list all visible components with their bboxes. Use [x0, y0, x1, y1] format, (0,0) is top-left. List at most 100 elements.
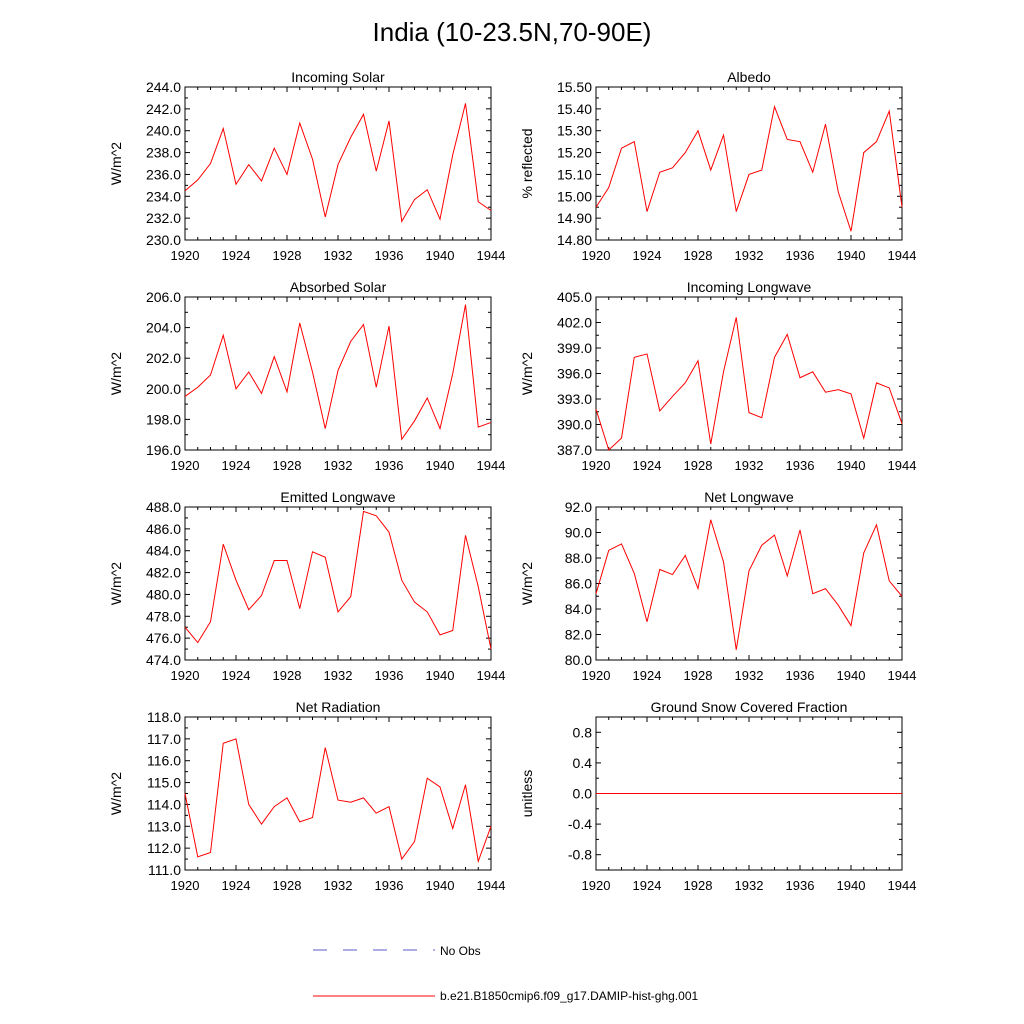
y-tick-label: 112.0 — [147, 840, 181, 856]
plot-frame-net-longwave — [595, 506, 903, 661]
x-tick-label: 1928 — [273, 248, 302, 263]
panel-ground-snow-covered-fraction: Ground Snow Covered Fraction unitless 1920… — [519, 699, 916, 893]
x-tick-label: 1944 — [888, 668, 917, 683]
y-axis-label-net-radiation: W/m^2 — [108, 772, 124, 815]
x-tick-label: 1936 — [375, 248, 404, 263]
figure-title: India (10-23.5N,70-90E) — [373, 17, 652, 47]
y-tick-label: 113.0 — [147, 818, 181, 834]
x-tick-label: 1928 — [684, 668, 713, 683]
panel-title-emitted-longwave: Emitted Longwave — [280, 489, 395, 505]
plot-frame-albedo — [595, 86, 903, 241]
y-tick-label: 111.0 — [148, 862, 181, 878]
y-tick-label: 474.0 — [146, 652, 181, 668]
panel-title-albedo: Albedo — [727, 69, 771, 85]
y-tick-label: 14.80 — [557, 232, 592, 248]
y-tick-label: 236.0 — [146, 166, 181, 182]
series-line-albedo — [595, 104, 903, 232]
y-tick-label: 117.0 — [147, 731, 181, 747]
x-tick-label: 1928 — [684, 458, 713, 473]
y-axis-label-emitted-longwave: W/m^2 — [108, 562, 124, 605]
x-tick-label: 1944 — [477, 248, 506, 263]
x-tick-label: 1928 — [273, 878, 302, 893]
x-tick-label: 1932 — [324, 878, 353, 893]
y-tick-label: 15.40 — [557, 101, 592, 117]
x-tick-label: 1940 — [837, 458, 866, 473]
x-tick-label: 1920 — [171, 878, 200, 893]
x-tick-label: 1944 — [888, 248, 917, 263]
x-tick-label: 1940 — [837, 248, 866, 263]
y-tick-label: 118.0 — [147, 709, 181, 725]
x-tick-label: 1936 — [786, 248, 815, 263]
y-axis-label-absorbed-solar: W/m^2 — [108, 352, 124, 395]
y-tick-label: 15.20 — [557, 145, 592, 161]
y-tick-label: 399.0 — [557, 340, 592, 356]
y-tick-label: 484.0 — [146, 543, 181, 559]
panel-emitted-longwave: Emitted Longwave W/m^2 1920 1924 1928 1932 193… — [108, 489, 505, 683]
plot-frame-emitted-longwave — [184, 506, 492, 661]
x-tick-label: 1940 — [426, 878, 455, 893]
y-tick-label: 0.8 — [573, 724, 593, 740]
y-tick-label: 480.0 — [146, 586, 181, 602]
y-tick-label: 238.0 — [146, 145, 181, 161]
panel-incoming-solar: Incoming Solar W/m^2 1920 1924 1928 1932 1936 1… — [108, 69, 505, 263]
x-tick-label: 1940 — [837, 668, 866, 683]
x-tick-label: 1940 — [426, 248, 455, 263]
y-tick-label: 478.0 — [146, 608, 181, 624]
y-axis-label-albedo: % reflected — [519, 128, 535, 198]
y-tick-label: 15.10 — [557, 166, 592, 182]
y-tick-label: 15.00 — [557, 188, 592, 204]
x-tick-label: 1924 — [222, 458, 251, 473]
y-tick-label: 92.0 — [565, 499, 592, 515]
y-tick-label: 88.0 — [565, 550, 592, 566]
x-tick-label: 1936 — [786, 878, 815, 893]
y-tick-label: 230.0 — [146, 232, 181, 248]
panel-incoming-longwave: Incoming Longwave W/m^2 1920 1924 1928 1932 19… — [519, 279, 916, 473]
y-tick-label: 14.90 — [557, 210, 592, 226]
x-tick-label: 1932 — [735, 458, 764, 473]
x-tick-label: 1920 — [171, 458, 200, 473]
x-tick-label: 1928 — [273, 458, 302, 473]
y-tick-label: -0.4 — [568, 816, 592, 832]
x-tick-label: 1924 — [633, 878, 662, 893]
x-tick-label: 1920 — [582, 248, 611, 263]
y-tick-label: 396.0 — [557, 366, 592, 382]
panel-title-absorbed-solar: Absorbed Solar — [290, 279, 387, 295]
y-axis-label-incoming-solar: W/m^2 — [108, 142, 124, 185]
panel-net-radiation: Net Radiation W/m^2 1920 1924 1928 1932 1936 19… — [108, 699, 505, 893]
series-line-net-radiation — [184, 738, 492, 864]
x-tick-label: 1932 — [735, 668, 764, 683]
y-tick-label: 402.0 — [557, 315, 592, 331]
x-tick-label: 1944 — [477, 668, 506, 683]
y-tick-label: 234.0 — [146, 188, 181, 204]
series-line-incoming-solar — [184, 103, 492, 223]
y-tick-label: 82.0 — [565, 627, 592, 643]
y-tick-label: 0.4 — [573, 755, 593, 771]
x-tick-label: 1940 — [426, 668, 455, 683]
y-tick-label: 116.0 — [147, 753, 181, 769]
x-tick-label: 1944 — [477, 458, 506, 473]
series-line-net-longwave — [595, 519, 903, 650]
panel-title-incoming-solar: Incoming Solar — [291, 69, 385, 85]
x-tick-label: 1924 — [633, 668, 662, 683]
y-tick-label: -0.8 — [568, 847, 592, 863]
y-tick-label: 90.0 — [565, 525, 592, 541]
x-tick-label: 1936 — [375, 878, 404, 893]
y-tick-label: 206.0 — [146, 289, 181, 305]
y-tick-label: 242.0 — [146, 101, 181, 117]
x-tick-label: 1928 — [273, 668, 302, 683]
x-tick-label: 1936 — [375, 458, 404, 473]
x-tick-label: 1924 — [222, 878, 251, 893]
x-tick-label: 1920 — [582, 878, 611, 893]
y-tick-label: 115.0 — [147, 775, 181, 791]
y-axis-label-incoming-longwave: W/m^2 — [519, 352, 535, 395]
panel-net-longwave: Net Longwave W/m^2 1920 1924 1928 1932 1936 194… — [519, 489, 916, 683]
y-tick-label: 86.0 — [565, 576, 592, 592]
x-tick-label: 1944 — [888, 458, 917, 473]
panel-title-ground-snow-covered-fraction: Ground Snow Covered Fraction — [651, 699, 848, 715]
y-tick-label: 488.0 — [146, 499, 181, 515]
panel-absorbed-solar: Absorbed Solar W/m^2 1920 1924 1928 1932 1936 1… — [108, 279, 505, 473]
x-tick-label: 1924 — [222, 248, 251, 263]
y-tick-label: 198.0 — [146, 411, 181, 427]
y-tick-label: 202.0 — [146, 350, 181, 366]
